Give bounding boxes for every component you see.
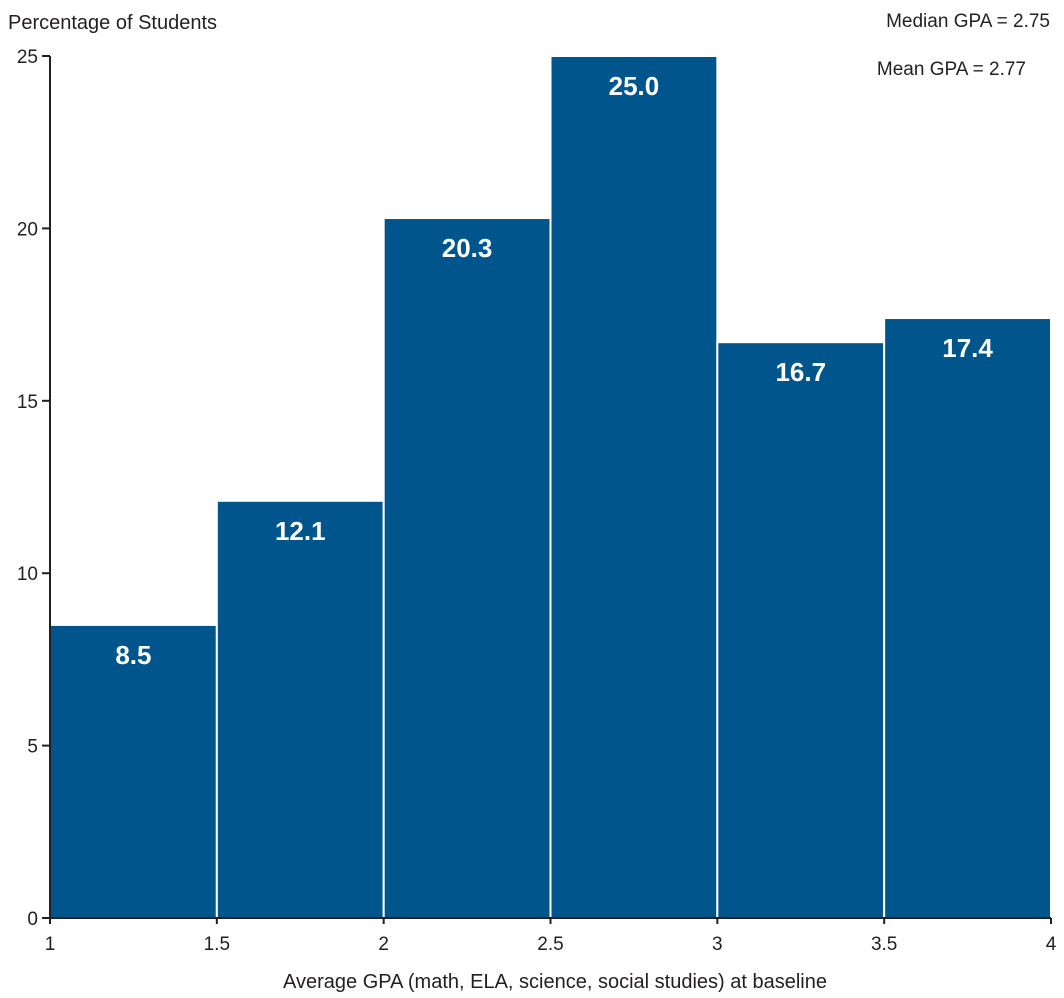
x-tick-label-2: 2 [378,934,389,955]
x-tick-label-1: 1 [45,934,56,955]
bar-1 [49,623,218,919]
median-gpa-annotation: Median GPA = 2.75 [886,11,1050,32]
y-tick-label-5: 5 [27,737,38,758]
y-tick-label-25: 25 [17,47,38,68]
y-tick-label-10: 10 [17,564,38,585]
x-tick-label-3.5: 3.5 [871,934,897,955]
x-tick-label-1.5: 1.5 [204,934,230,955]
bar-label-6: 17.4 [942,333,993,363]
y-axis: 0 5 10 15 20 25 [17,47,51,930]
y-tick-label-20: 20 [17,219,38,240]
x-axis: 1 1.5 2 2.5 3 3.5 4 [45,917,1057,955]
bar-label-3: 20.3 [442,233,493,263]
bar-5 [716,341,886,919]
bar-4 [549,55,719,919]
bars-group [49,55,1053,920]
bar-label-4: 25.0 [609,71,660,101]
bar-3 [382,217,552,919]
bar-6 [883,317,1053,920]
bar-label-1: 8.5 [115,640,151,670]
y-tick-label-0: 0 [27,909,38,930]
x-tick-label-4: 4 [1046,934,1057,955]
mean-gpa-annotation: Mean GPA = 2.77 [877,59,1026,80]
bar-label-2: 12.1 [275,516,326,546]
bar-2 [215,499,385,919]
y-axis-title: Percentage of Students [8,12,217,34]
x-tick-label-3: 3 [712,934,723,955]
bar-labels-group: 8.5 12.1 20.3 25.0 16.7 17.4 [115,71,993,670]
bar-label-5: 16.7 [775,357,826,387]
x-axis-title: Average GPA (math, ELA, science, social … [283,971,827,993]
y-tick-label-15: 15 [17,392,38,413]
x-tick-label-2.5: 2.5 [537,934,563,955]
